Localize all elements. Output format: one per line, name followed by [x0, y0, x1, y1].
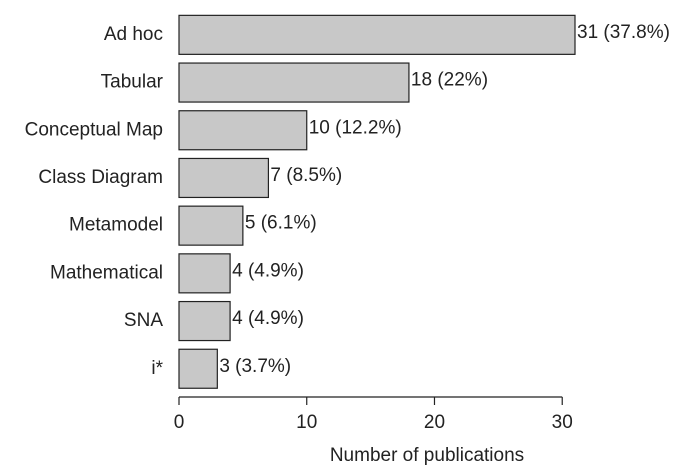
bar [178, 300, 231, 342]
bar [178, 348, 218, 389]
x-axis-label: Number of publications [330, 445, 524, 466]
value-label: 10 (12.2%) [309, 117, 402, 138]
x-tick-label: 30 [552, 412, 573, 433]
category-label: Ad hoc [104, 24, 163, 45]
x-tick-label: 0 [174, 412, 185, 433]
x-tick-label: 10 [296, 412, 317, 433]
category-label: SNA [124, 310, 163, 331]
bar [178, 14, 576, 55]
value-label: 4 (4.9%) [232, 308, 304, 329]
category-label: Conceptual Map [25, 119, 163, 140]
value-label: 18 (22%) [411, 70, 488, 91]
bar [178, 110, 308, 151]
value-label: 4 (4.9%) [232, 260, 304, 281]
bar [178, 205, 244, 246]
category-label: Class Diagram [38, 167, 163, 188]
category-label: Mathematical [50, 262, 163, 283]
category-label: Tabular [101, 72, 164, 93]
category-label: i* [151, 358, 163, 379]
x-tick-label: 20 [424, 412, 445, 433]
category-label: Metamodel [69, 215, 163, 236]
value-label: 31 (37.8%) [577, 22, 670, 43]
value-label: 5 (6.1%) [245, 213, 317, 234]
bar [178, 253, 231, 294]
value-label: 3 (3.7%) [219, 356, 291, 377]
bar [178, 62, 410, 103]
value-label: 7 (8.5%) [270, 165, 342, 186]
bar [178, 157, 270, 199]
